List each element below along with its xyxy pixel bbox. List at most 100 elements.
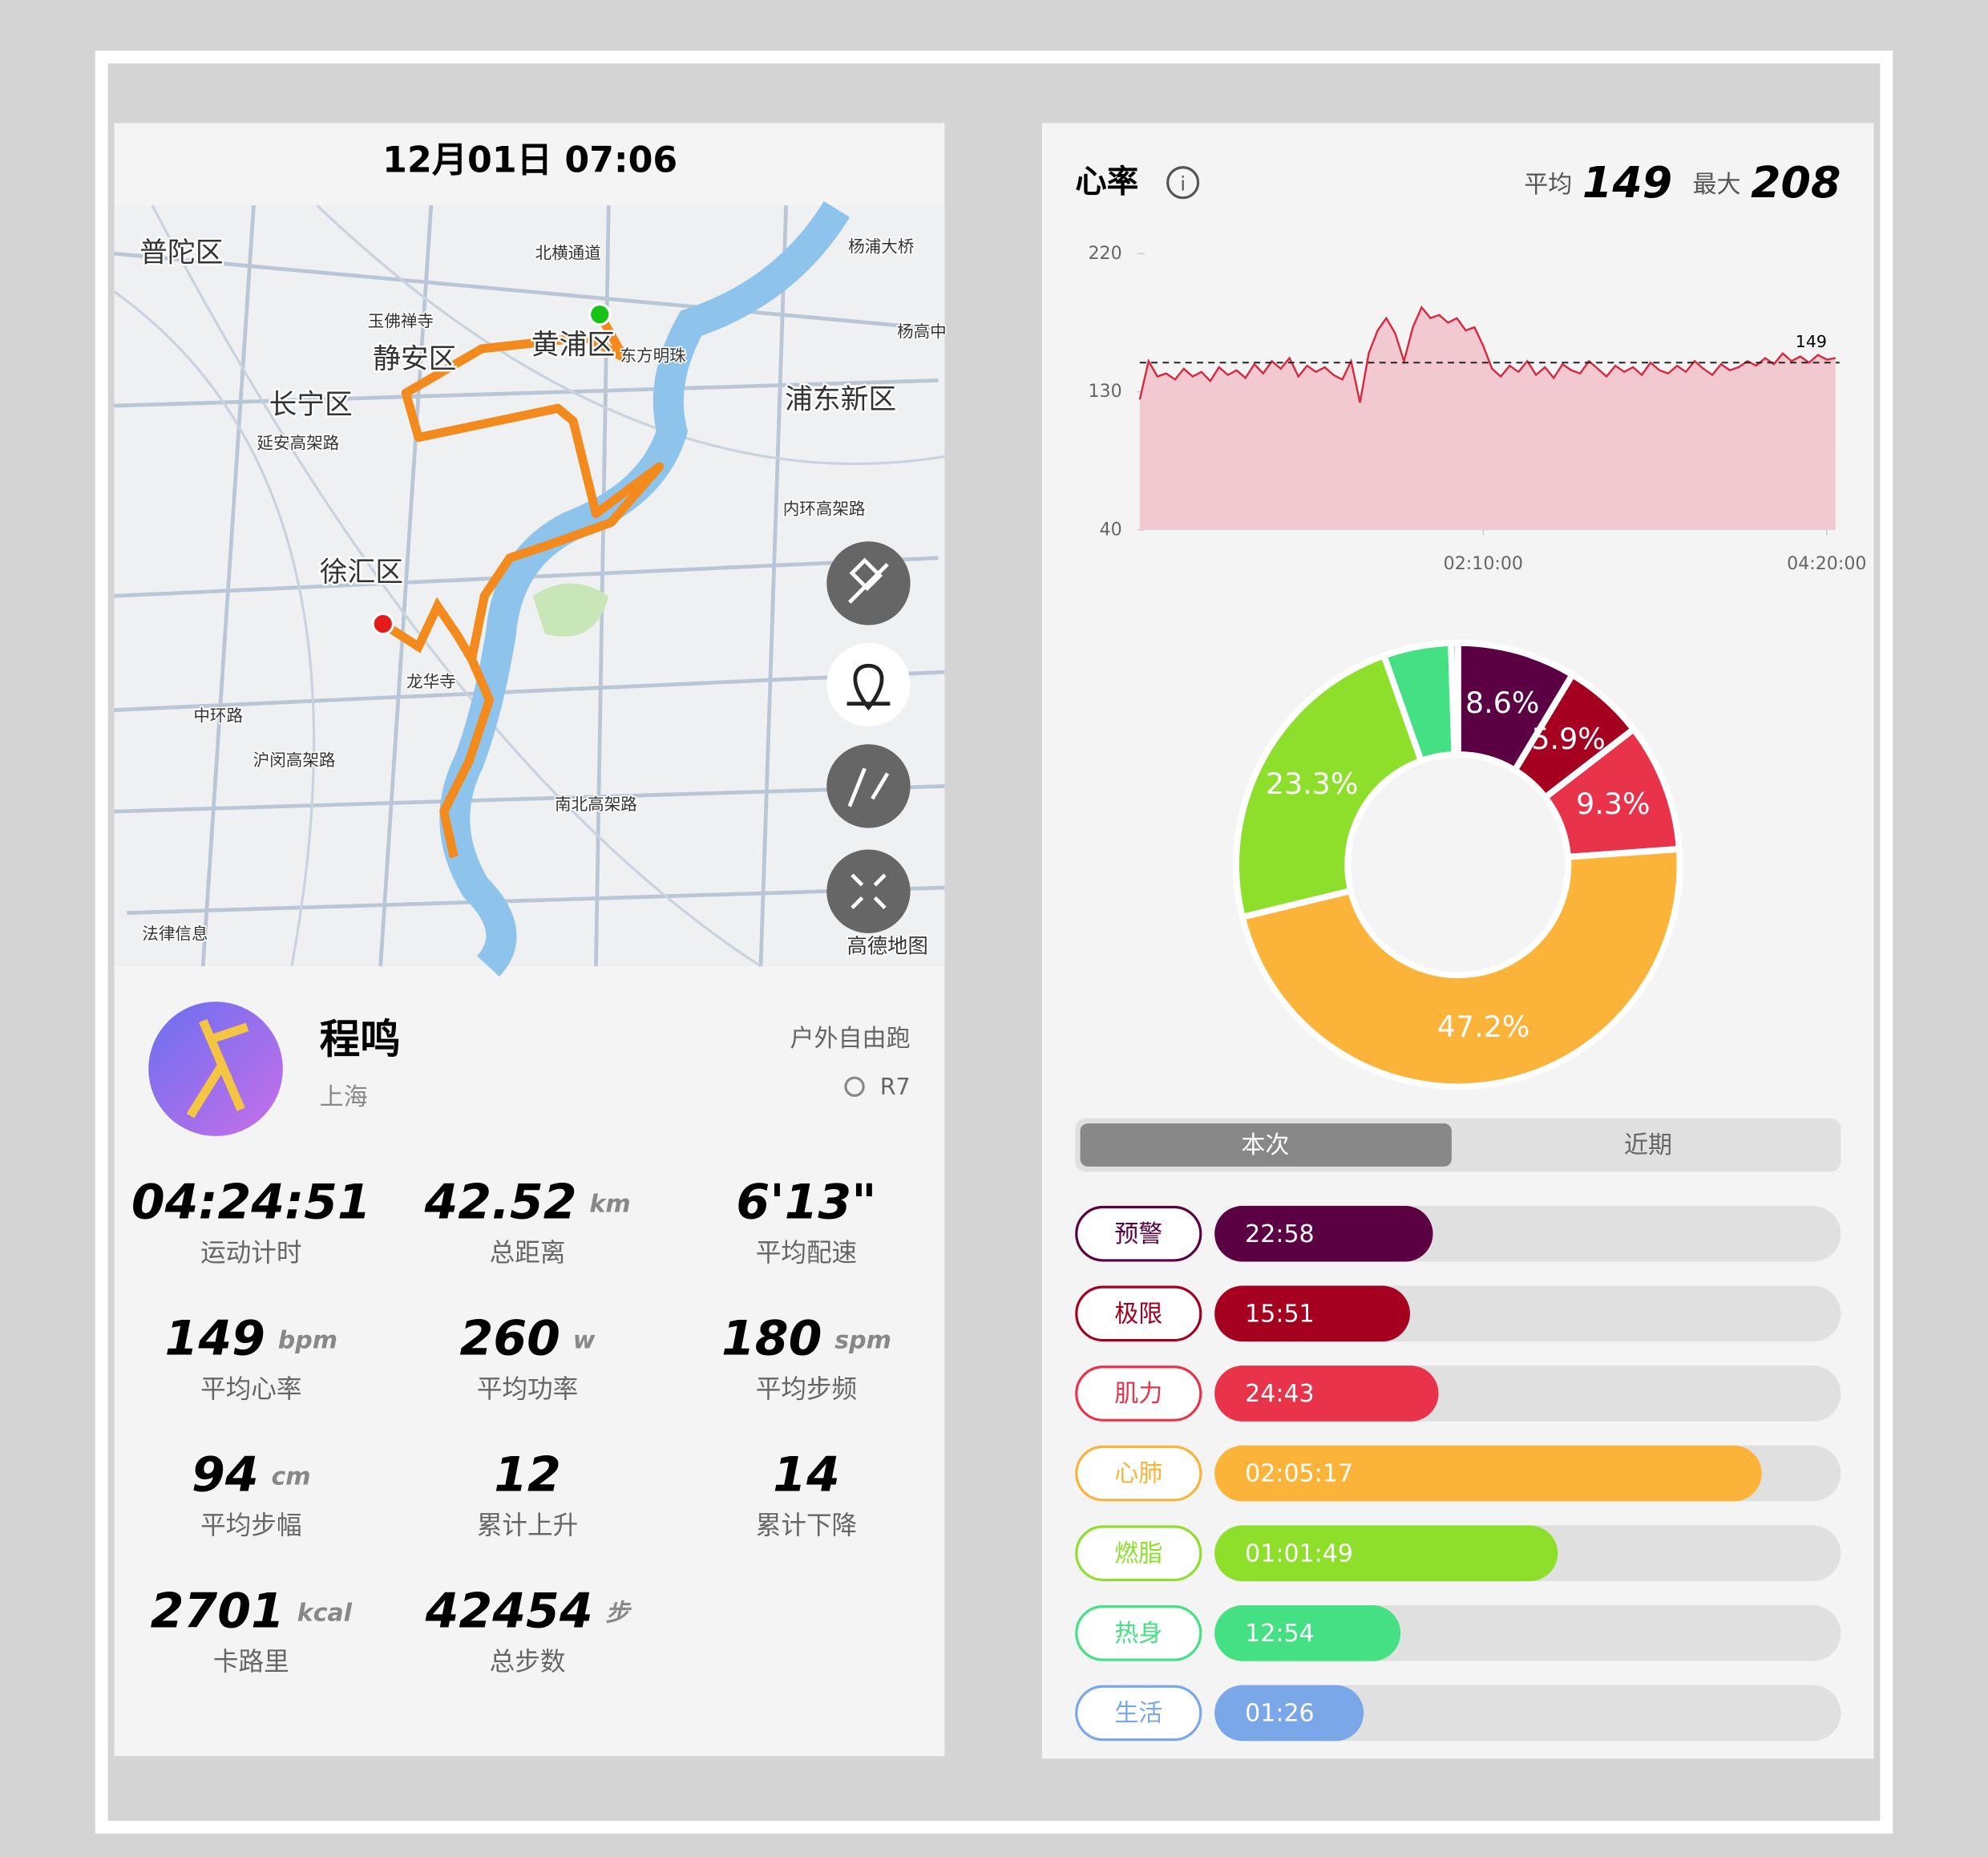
map-label: 龙华寺 xyxy=(406,672,456,691)
route xyxy=(401,312,665,859)
stat-number: 14 xyxy=(773,1446,840,1503)
hr-summary: 平均 149 最大 208 xyxy=(1524,157,1841,208)
zone-bar xyxy=(1214,1285,1410,1342)
slice-label: 23.3% xyxy=(1266,767,1359,801)
map-label: 延安高架路 xyxy=(257,433,339,452)
map-label: 浦东新区 xyxy=(785,384,896,416)
stat-label: 卡路里 xyxy=(213,1648,289,1677)
map-label: 北横通道 xyxy=(535,243,601,262)
stat-number: 04:24:51 xyxy=(131,1174,371,1230)
start-point xyxy=(588,302,612,326)
info-icon[interactable] xyxy=(1166,166,1200,200)
device: R7 xyxy=(880,1074,911,1100)
zone-time: 24:43 xyxy=(1245,1380,1315,1408)
stat-value: 260 w xyxy=(460,1310,596,1366)
map-label: 高德地图 xyxy=(847,934,928,957)
stat-label: 运动计时 xyxy=(200,1239,301,1268)
zone-time: 12:54 xyxy=(1245,1620,1315,1648)
stat-number: 180 xyxy=(721,1310,822,1366)
park xyxy=(532,583,609,637)
slice-label: 9.3% xyxy=(1576,787,1650,821)
tab-active[interactable] xyxy=(1080,1123,1452,1167)
zone-name: 预警 xyxy=(1114,1220,1162,1248)
map-label: 徐汇区 xyxy=(320,556,403,589)
map-label: 黄浦区 xyxy=(531,330,615,362)
hr-line xyxy=(1138,305,1836,403)
zone-pill xyxy=(1075,1365,1202,1422)
donut-slice xyxy=(1238,845,1683,1090)
map-label: 长宁区 xyxy=(269,389,352,421)
stat-unit: w xyxy=(573,1326,596,1354)
zone-pill xyxy=(1075,1605,1202,1661)
profile-name: 程鸣 xyxy=(320,1015,401,1062)
stat-label: 平均步频 xyxy=(756,1375,857,1404)
frame xyxy=(95,51,1893,1834)
stat-value: 2701 kcal xyxy=(151,1583,353,1639)
stat-value: 149 bpm xyxy=(165,1310,338,1366)
stat-number: 94 xyxy=(192,1446,259,1503)
stat-value: 6'13" xyxy=(736,1174,876,1230)
zone-bar xyxy=(1214,1365,1439,1422)
fullscreen-button[interactable] xyxy=(826,849,911,933)
route-branch xyxy=(380,597,476,662)
zone-time: 15:51 xyxy=(1245,1300,1315,1328)
stat-label: 平均功率 xyxy=(477,1375,578,1404)
hr-title: 心率 xyxy=(1075,164,1138,200)
map-label: 杨高中 xyxy=(897,322,947,341)
zone-time: 22:58 xyxy=(1245,1220,1315,1248)
stat-unit: kcal xyxy=(297,1599,353,1627)
end-point xyxy=(371,612,394,636)
satellite-icon xyxy=(848,557,889,604)
km-icon xyxy=(847,767,890,807)
stat-label: 平均步幅 xyxy=(200,1511,301,1540)
stat-unit: 步 xyxy=(605,1599,632,1627)
zone-pill xyxy=(1075,1525,1202,1581)
map-label: 普陀区 xyxy=(139,237,223,269)
slice-label: 8.6% xyxy=(1465,686,1539,720)
zone-pill xyxy=(1075,1445,1202,1502)
y-tick-label: 40 xyxy=(1100,520,1122,540)
zone-bar xyxy=(1214,1525,1558,1581)
watch-icon xyxy=(844,1076,865,1097)
zone-bar xyxy=(1214,1605,1401,1661)
stat-value: 04:24:51 xyxy=(131,1174,371,1230)
map-label: 玉佛禅寺 xyxy=(368,312,434,331)
stat-value: 14 xyxy=(773,1446,840,1503)
unit-button[interactable] xyxy=(826,744,911,828)
map-label: 杨浦大桥 xyxy=(848,237,914,256)
stat-label: 总距离 xyxy=(490,1239,566,1268)
stat-number: 2701 xyxy=(151,1583,285,1639)
map-label: 沪闵高架路 xyxy=(253,750,336,770)
stat-number: 12 xyxy=(494,1446,561,1503)
max-value: 208 xyxy=(1751,157,1841,208)
zone-name: 极限 xyxy=(1114,1300,1162,1328)
hr-area xyxy=(1139,307,1836,531)
zone-name: 燃脂 xyxy=(1114,1539,1162,1568)
map-label: 东方明珠 xyxy=(620,346,687,365)
zone-pill xyxy=(1075,1285,1202,1342)
stat-value: 180 spm xyxy=(721,1310,891,1366)
y-tick-label: 220 xyxy=(1088,243,1121,264)
zone-name: 生活 xyxy=(1114,1700,1162,1728)
profile-city: 上海 xyxy=(320,1083,368,1111)
avg-label: 平均 xyxy=(1524,170,1572,198)
donut-slice xyxy=(1448,639,1461,759)
zone-pill xyxy=(1075,1205,1202,1262)
map-label: 静安区 xyxy=(373,343,456,375)
tab-label[interactable]: 近期 xyxy=(1624,1131,1672,1159)
stat-label: 累计下降 xyxy=(756,1511,857,1540)
stat-value: 94 cm xyxy=(192,1446,311,1503)
slice-label: 47.2% xyxy=(1437,1009,1530,1044)
stat-unit: bpm xyxy=(278,1326,337,1354)
location-button[interactable] xyxy=(826,642,911,727)
stat-value: 42454 步 xyxy=(425,1583,632,1639)
stat-number: 42.52 xyxy=(423,1174,576,1230)
datetime: 12月01日 07:06 xyxy=(382,140,677,180)
river xyxy=(439,200,851,977)
activity-type: 户外自由跑 xyxy=(790,1025,910,1053)
max-label: 最大 xyxy=(1692,170,1740,198)
tab-label[interactable]: 本次 xyxy=(1241,1131,1289,1159)
zone-bar xyxy=(1214,1445,1762,1502)
